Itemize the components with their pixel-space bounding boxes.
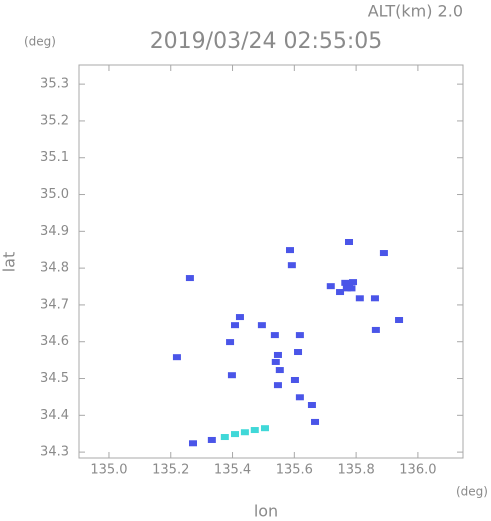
echo-point [185,275,194,282]
echo-point [345,238,354,245]
x-tick-label: 135.2 [152,463,189,478]
echo-point [395,317,404,324]
y-tick-label: 35.0 [40,187,69,202]
echo-point [294,349,303,356]
echo-point [342,285,351,292]
x-axis-label: lon [254,502,278,521]
echo-point [370,295,379,302]
plot-frame [78,64,464,459]
y-tick-label: 34.9 [40,224,69,239]
y-tick-label: 35.2 [40,113,69,128]
echo-point [349,279,358,286]
echo-point [231,322,240,329]
echo-point [172,354,181,361]
echo-point [307,402,316,409]
y-tick-label: 34.4 [40,408,69,423]
y-tick-label: 34.7 [40,297,69,312]
chart-title: 2019/03/24 02:55:05 [150,29,383,54]
subtitle: ALT(km) 2.0 [368,2,463,21]
echo-point [336,289,345,296]
echo-point [341,279,350,286]
echo-point [273,382,282,389]
echo-point [207,436,216,443]
echo-point [271,358,280,365]
echo-point [295,332,304,339]
echo-point [273,351,282,358]
echo-point [220,434,229,441]
echo-point [235,314,244,321]
y-unit: (deg) [24,35,56,49]
x-tick-label: 135.0 [90,463,127,478]
x-unit: (deg) [456,485,488,499]
echo-point [270,332,279,339]
echo-point [347,285,356,292]
x-tick-label: 135.8 [338,463,375,478]
y-tick-label: 34.6 [40,334,69,349]
echo-point [287,262,296,269]
echo-point [379,250,388,257]
echo-point [290,376,299,383]
echo-point [260,425,269,432]
echo-point [295,394,304,401]
echo-point [250,427,259,434]
y-tick-label: 35.3 [40,77,69,92]
echo-point [355,295,364,302]
echo-point [311,418,320,425]
y-tick-label: 34.8 [40,261,69,276]
echo-point [188,440,197,447]
echo-point [240,429,249,436]
echo-point [257,322,266,329]
echo-point [371,326,380,333]
echo-point [326,283,335,290]
y-tick-label: 35.1 [40,150,69,165]
x-tick-label: 135.6 [276,463,313,478]
y-tick-label: 34.3 [40,445,69,460]
y-axis-label: lat [0,252,19,273]
echo-point [231,431,240,438]
echo-point [285,247,294,254]
echo-point [226,339,235,346]
y-tick-label: 34.5 [40,371,69,386]
echo-point [275,367,284,374]
x-tick-label: 136.0 [399,463,436,478]
x-tick-label: 135.4 [214,463,251,478]
echo-point [227,372,236,379]
